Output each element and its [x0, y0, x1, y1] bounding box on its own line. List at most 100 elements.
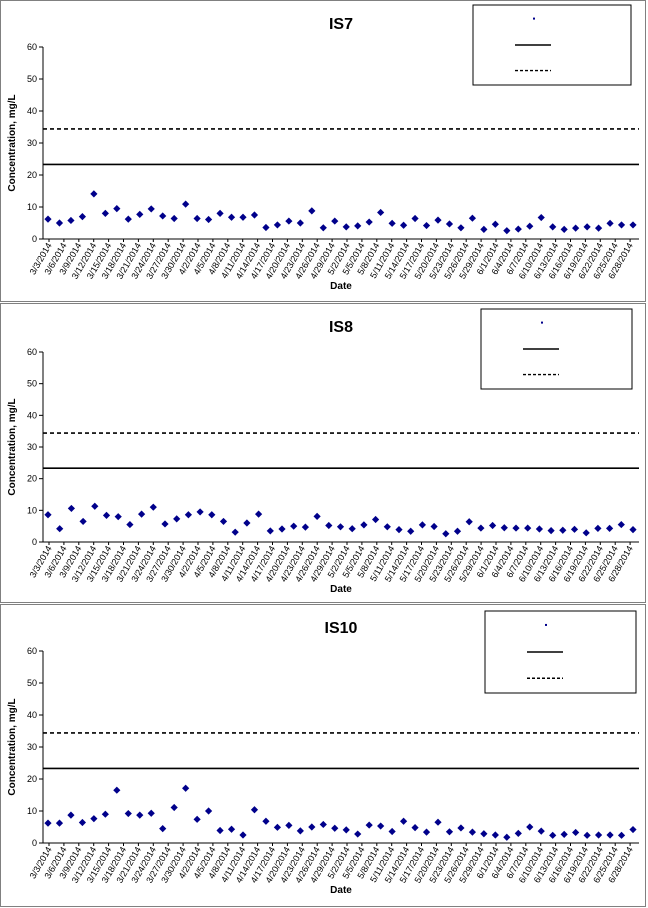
is10-data-point [296, 827, 304, 835]
is8-data-point [489, 521, 497, 530]
is10-data-point [606, 831, 614, 839]
is7-data-point [67, 216, 75, 225]
is7-data-point [342, 223, 350, 231]
chart-panel-is10: IS10 Concentration, mg/L Date 0 10 20 30 40 50 60… [0, 604, 646, 907]
is8-y-tick-label: 30 [27, 442, 37, 452]
is8-data-point [91, 502, 99, 510]
is8-data-point [266, 527, 274, 535]
is10-data-point [331, 824, 339, 832]
is8-data-point [617, 520, 625, 529]
is7-data-point [227, 213, 236, 221]
is8-y-tick-label: 0 [32, 537, 37, 547]
is10-data-point [617, 831, 626, 839]
is8-data-point [126, 520, 134, 529]
is8-data-point [301, 523, 309, 531]
is7-data-point [583, 223, 591, 231]
is7-data-point [468, 214, 477, 222]
is8-data-point [629, 526, 637, 534]
is8-data-point [383, 523, 391, 531]
is10-data-point [90, 815, 98, 823]
is7-data-point [503, 227, 511, 235]
is8-data-point [442, 530, 450, 538]
is10-data-point [342, 826, 350, 834]
is8-data-point [512, 524, 520, 532]
is10-data-point [457, 824, 465, 832]
is7-data-point [170, 214, 178, 223]
is7-data-point [445, 220, 454, 228]
is8-data-point [547, 527, 555, 535]
is8-data-point [243, 519, 251, 527]
is8-data-point [606, 524, 614, 532]
is10-data-point [549, 831, 557, 839]
is10-data-point [193, 815, 201, 823]
is8-data-point [453, 527, 462, 535]
is10-data-point [377, 822, 385, 830]
is8-y-tick-label: 60 [27, 347, 37, 357]
is8-data-point [348, 525, 356, 533]
is8-data-point [67, 504, 75, 513]
is8-data-point [79, 517, 87, 526]
is7-data-point [273, 221, 282, 229]
is8-data-point [395, 526, 403, 534]
is7-data-point [124, 215, 132, 223]
is8-data-point [360, 521, 368, 529]
is8-data-point [477, 524, 485, 532]
chart-panel-is8: IS8 Concentration, mg/L Date 0 10 20 30 40 50 60 3… [0, 303, 646, 603]
is10-data-point [594, 831, 603, 839]
is7-data-point [55, 219, 64, 227]
is8-data-point [372, 515, 380, 524]
is8-y-tick-label: 20 [27, 474, 37, 484]
is10-data-point [480, 830, 488, 838]
is8-data-point [102, 511, 111, 519]
is10-data-point [629, 825, 637, 834]
is8-data-point [255, 510, 263, 518]
is8-data-point [594, 524, 602, 532]
is10-data-point [503, 833, 511, 841]
is7-data-point [44, 215, 52, 223]
is7-data-point [480, 225, 488, 233]
is8-x-axis-label: Date [330, 584, 352, 595]
is7-y-tick-label: 40 [27, 106, 37, 116]
is10-data-point [560, 830, 568, 838]
is7-y-tick-label: 50 [27, 74, 37, 84]
is7-data-point [308, 207, 316, 215]
is10-data-point [468, 828, 477, 836]
is10-data-point [216, 826, 224, 835]
is7-data-point [537, 213, 545, 222]
is8-data-point [500, 524, 508, 532]
is7-data-point [629, 221, 637, 229]
is7-data-point [159, 212, 167, 220]
is10-data-point [239, 831, 247, 839]
is7-data-point [90, 190, 98, 198]
is7-data-point [136, 210, 144, 218]
is7-data-point [216, 209, 224, 217]
is8-legend-marker [541, 321, 543, 324]
is8-data-point [208, 511, 216, 519]
is8-data-point [325, 521, 333, 530]
is10-chart-title: IS10 [325, 620, 358, 637]
is7-data-point [365, 218, 373, 226]
is7-data-point [78, 213, 87, 221]
is7-legend [472, 4, 632, 86]
is10-y-axis-label: Concentration, mg/L [7, 698, 18, 795]
is8-data-point [196, 508, 204, 516]
is8-data-point [161, 520, 169, 528]
is8-data-point [407, 527, 415, 535]
is8-data-point [114, 513, 122, 521]
is7-data-point [147, 205, 155, 213]
is10-y-tick-label: 50 [27, 678, 37, 688]
is10-data-point [67, 811, 75, 819]
is7-data-point [113, 205, 121, 213]
is7-data-point [549, 223, 557, 231]
is8-y-tick-label: 50 [27, 379, 37, 389]
is7-data-point [331, 217, 339, 225]
is10-data-point [250, 806, 259, 814]
is8-data-point [149, 503, 157, 511]
is7-data-point [422, 221, 431, 230]
is10-y-tick-label: 20 [27, 774, 37, 784]
is10-data-point [285, 821, 293, 829]
is10-data-point [273, 823, 282, 831]
is10-y-tick-label: 30 [27, 742, 37, 752]
is7-data-point [617, 221, 626, 229]
is10-data-point [526, 823, 534, 831]
